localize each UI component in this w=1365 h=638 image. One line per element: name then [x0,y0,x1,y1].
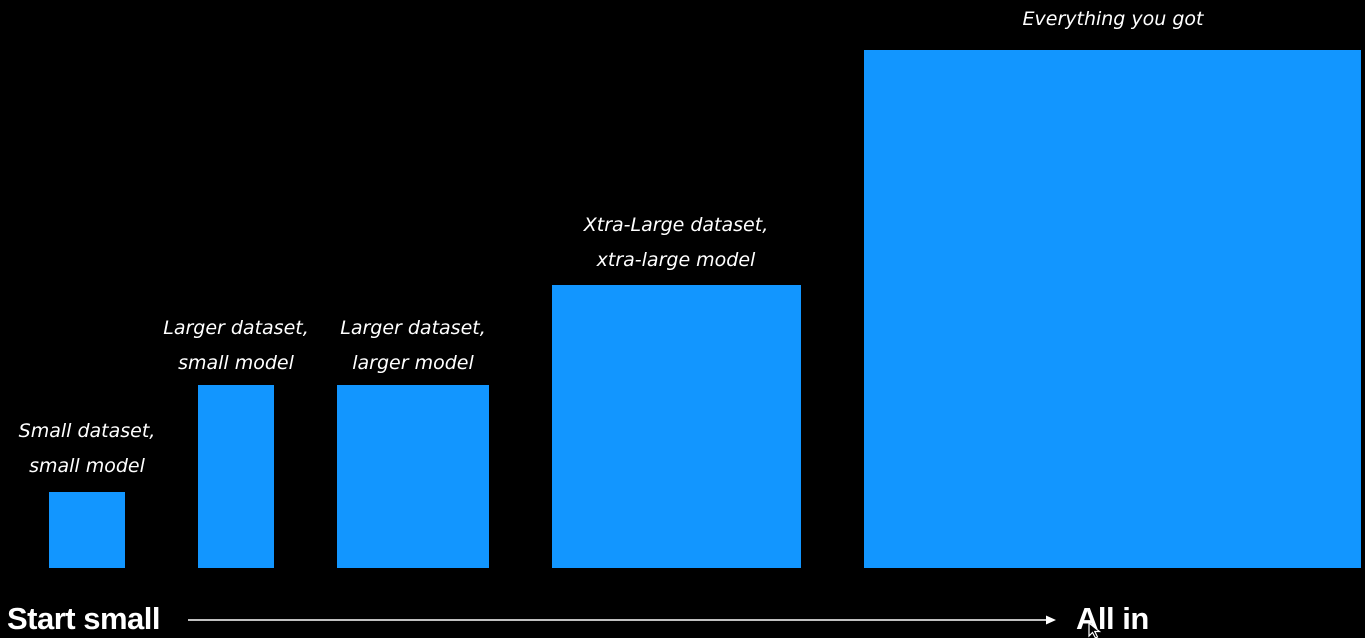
box-larger-dataset-larger-model [337,385,489,568]
start-small-label: Start small [7,601,161,636]
label-line-2: small model [29,455,145,477]
label-everything-you-got: Everything you got [993,2,1233,37]
mouse-pointer-icon [1088,622,1102,638]
label-line-1: Everything you got [1022,8,1204,30]
label-line-2: xtra-large model [596,249,756,271]
box-small-dataset-small-model [49,492,125,568]
all-in-label: All in [1076,601,1149,636]
label-line-1: Larger dataset, [340,317,486,339]
label-line-2: larger model [352,352,474,374]
label-larger-dataset-small-model: Larger dataset, small model [146,311,326,381]
label-small-dataset-small-model: Small dataset, small model [0,414,174,484]
label-line-1: Small dataset, [18,420,156,442]
label-larger-dataset-larger-model: Larger dataset, larger model [323,311,503,381]
label-xtra-large-dataset-model: Xtra-Large dataset, xtra-large model [556,208,796,278]
label-line-1: Xtra-Large dataset, [583,214,769,236]
box-larger-dataset-small-model [198,385,274,568]
label-line-2: small model [178,352,294,374]
right-arrow-icon [188,615,1056,625]
label-line-1: Larger dataset, [163,317,309,339]
box-xtra-large-dataset-model [552,285,801,568]
box-everything-you-got [864,50,1361,568]
